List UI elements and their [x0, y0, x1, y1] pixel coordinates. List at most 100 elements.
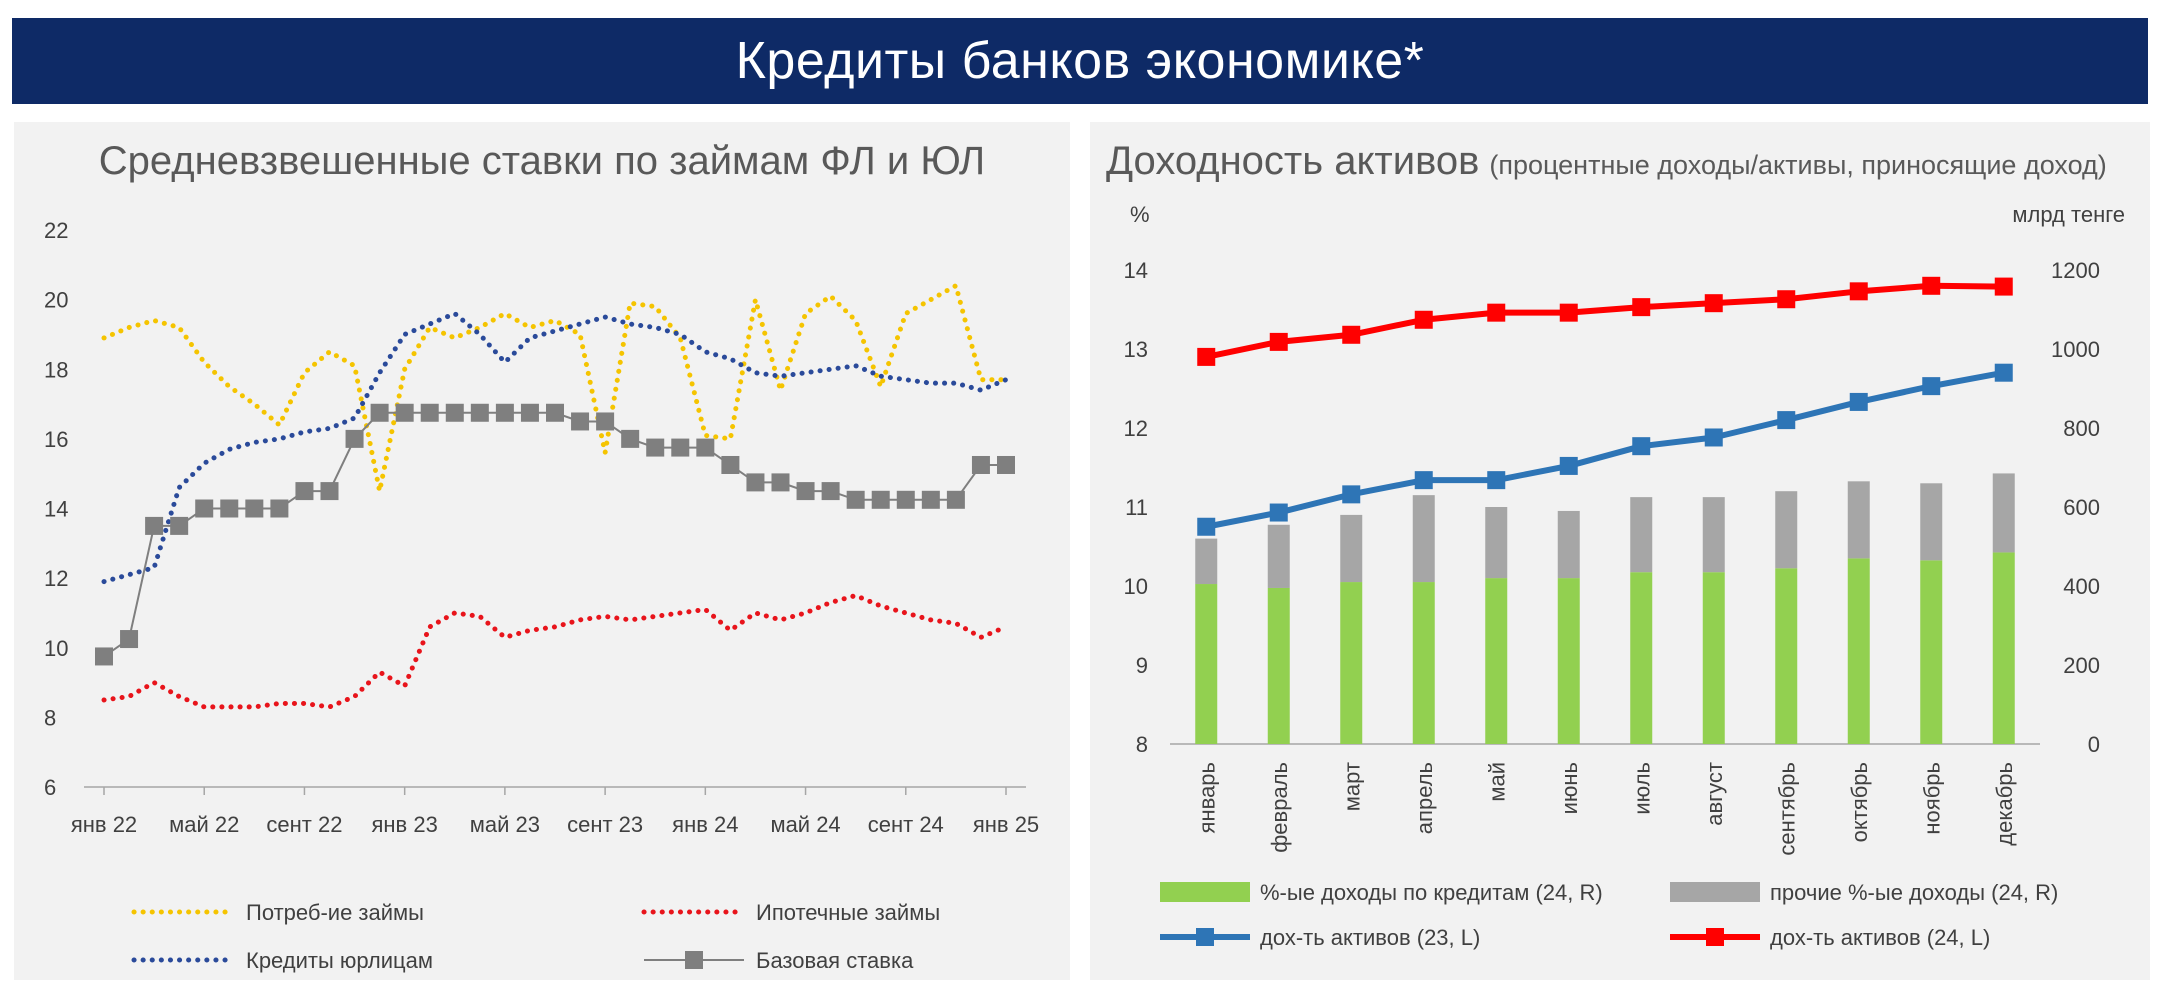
- legend-marker: [685, 951, 703, 969]
- legend-yield-2024-marker: [1706, 928, 1724, 946]
- bar-other-income: [1485, 507, 1508, 579]
- yield-2024-marker: [1559, 303, 1578, 322]
- base-rate-marker: [721, 455, 740, 474]
- yield-2023-marker: [1487, 471, 1506, 490]
- base-rate-marker: [946, 490, 965, 509]
- x-category-label: октябрь: [1847, 762, 1872, 842]
- bar-loan-income: [1557, 578, 1580, 744]
- base-rate-marker: [546, 403, 564, 422]
- yield-2023-marker: [1994, 363, 2013, 382]
- asset-yield-chart: Доходность активов (процентные доходы/акт…: [1106, 139, 2125, 950]
- base-rate-marker: [345, 429, 364, 448]
- bar-loan-income: [1267, 587, 1290, 744]
- base-rate-marker: [320, 482, 339, 501]
- x-category-label: сентябрь: [1774, 762, 1799, 856]
- y-axis-right-label: млрд тенге: [2012, 202, 2125, 227]
- bar-loan-income: [1992, 552, 2015, 744]
- yield-2023-marker: [1777, 411, 1796, 430]
- chart-title: Средневзвешенные ставки по займам ФЛ и Ю…: [99, 139, 985, 183]
- bar-other-income: [1557, 510, 1580, 579]
- yield-2023-marker: [1704, 428, 1723, 447]
- series-line-кредиты-юрлицам: [101, 311, 1009, 585]
- y-right-tick-label: 1200: [2051, 258, 2100, 283]
- y-tick-label: 16: [44, 427, 68, 452]
- y-left-tick-label: 13: [1124, 337, 1148, 362]
- y-right-tick-label: 400: [2063, 574, 2100, 599]
- base-rate-marker: [997, 455, 1015, 474]
- base-rate-marker: [596, 412, 615, 431]
- yield-2024-marker: [1704, 294, 1723, 313]
- yield-2023-marker: [1197, 517, 1216, 536]
- base-rate-marker: [871, 490, 890, 509]
- yield-2023-marker: [1849, 392, 1868, 411]
- x-tick-label: май 24: [770, 812, 840, 837]
- legend-loan-income-label: %-ые доходы по кредитам (24, R): [1260, 880, 1603, 905]
- base-rate-marker: [896, 490, 915, 509]
- legend-yield-2024-label: дох-ть активов (24, L): [1770, 925, 1990, 950]
- yield-2023-marker: [1414, 471, 1433, 490]
- base-rate-marker: [470, 403, 489, 422]
- base-rate-marker: [245, 499, 264, 518]
- x-category-label: апрель: [1412, 762, 1437, 834]
- series-line-базовая-ставка: [103, 411, 1006, 658]
- legend-loan-income-swatch: [1160, 882, 1250, 902]
- y-right-tick-label: 600: [2063, 495, 2100, 520]
- series-line-yield-2024: [1205, 282, 2004, 360]
- yield-2023-marker: [1922, 377, 1941, 396]
- x-category-label: июль: [1629, 762, 1654, 815]
- x-category-label: январь: [1194, 762, 1219, 833]
- yield-2023-marker: [1269, 503, 1288, 522]
- base-rate-marker: [295, 482, 314, 501]
- base-rate-marker: [846, 490, 865, 509]
- y-tick-label: 22: [44, 218, 68, 243]
- series-line-потреб-ие-займы: [101, 283, 1009, 494]
- bar-loan-income: [1920, 560, 1943, 744]
- yield-2024-marker: [1849, 282, 1868, 301]
- base-rate-marker: [921, 490, 940, 509]
- base-rate-marker: [95, 647, 113, 666]
- bar-other-income: [1920, 483, 1943, 561]
- x-category-label: март: [1339, 762, 1364, 811]
- y-tick-label: 18: [44, 357, 68, 382]
- y-tick-label: 8: [44, 705, 56, 730]
- bar-other-income: [1267, 524, 1290, 588]
- base-rate-marker: [270, 499, 289, 518]
- yield-2024-marker: [1777, 290, 1796, 309]
- base-rate-marker: [671, 438, 690, 457]
- bar-loan-income: [1775, 568, 1798, 744]
- base-rate-marker: [771, 473, 790, 492]
- yield-2024-marker: [1632, 298, 1651, 317]
- bar-other-income: [1847, 481, 1870, 559]
- y-tick-label: 20: [44, 288, 68, 313]
- base-rate-marker: [445, 403, 464, 422]
- yield-2024-marker: [1414, 310, 1433, 329]
- bar-other-income: [1195, 538, 1218, 585]
- series-line-yield-2023: [1205, 369, 2005, 530]
- yield-2024-marker: [1269, 332, 1288, 351]
- y-left-tick-label: 8: [1136, 732, 1148, 757]
- yield-2023-marker: [1559, 456, 1578, 475]
- y-right-tick-label: 1000: [2051, 337, 2100, 362]
- bar-other-income: [1630, 497, 1653, 573]
- title-banner: Кредиты банков экономике*: [12, 18, 2148, 104]
- x-tick-label: сент 23: [567, 812, 643, 837]
- base-rate-marker: [395, 403, 414, 422]
- base-rate-marker: [821, 482, 840, 501]
- x-tick-label: сент 24: [868, 812, 944, 837]
- legend-label: Кредиты юрлицам: [246, 948, 433, 973]
- base-rate-marker: [646, 438, 665, 457]
- bar-loan-income: [1412, 582, 1435, 744]
- y-left-tick-label: 14: [1124, 258, 1148, 283]
- bar-other-income: [1702, 497, 1725, 573]
- base-rate-marker: [971, 455, 990, 474]
- y-tick-label: 10: [44, 636, 68, 661]
- bar-other-income: [1992, 473, 2015, 553]
- series-line-ипотечные-займы: [101, 593, 1009, 710]
- yield-2023-marker: [1342, 485, 1361, 504]
- legend-label: Потреб-ие займы: [246, 900, 424, 925]
- base-rate-marker: [145, 516, 164, 535]
- base-rate-marker: [571, 412, 590, 431]
- base-rate-marker: [796, 482, 815, 501]
- legend-label: Базовая ставка: [756, 948, 914, 973]
- base-rate-marker: [120, 630, 139, 649]
